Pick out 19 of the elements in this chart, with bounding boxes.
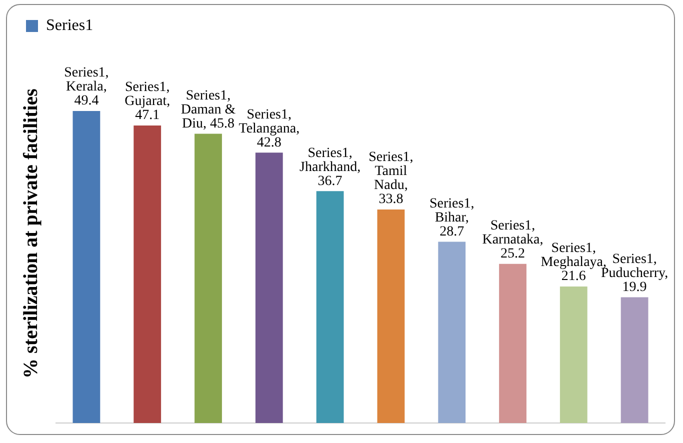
- data-label: Series1, Kerala, 49.4: [64, 66, 109, 109]
- data-label: Series1, Gujarat, 47.1: [124, 80, 170, 124]
- bar: [499, 264, 526, 423]
- bar: [560, 286, 588, 423]
- data-label: Series1, Daman & Diu, 45.8: [180, 88, 236, 132]
- bar: [72, 110, 100, 423]
- bar: [438, 242, 466, 423]
- y-axis-title: % sterilization at private facilities: [20, 88, 42, 378]
- bar: [620, 297, 648, 423]
- data-label: Series1, Jharkhand, 36.7: [300, 146, 361, 189]
- bar: [316, 191, 344, 423]
- legend-label: Series1: [46, 17, 94, 34]
- data-label: Series1, Tamil Nadu, 33.8: [368, 150, 414, 208]
- bar: [134, 125, 162, 423]
- bar: [377, 209, 405, 423]
- data-label: Series1, Telangana, 42.8: [238, 107, 300, 150]
- data-label: Series1, Bihar, 28.7: [429, 196, 474, 240]
- bar: [255, 152, 283, 423]
- bar: [194, 134, 222, 423]
